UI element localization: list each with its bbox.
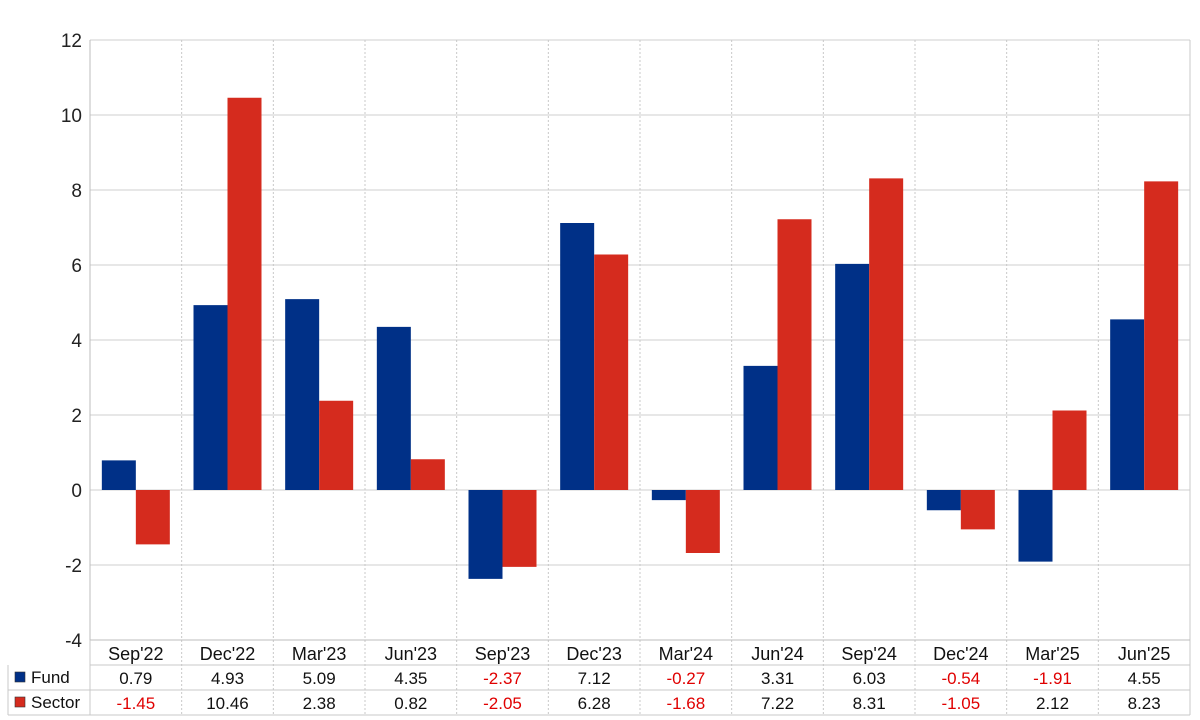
bar-fund [926, 490, 961, 511]
x-category-label: Sep'24 [841, 644, 897, 664]
bar-fund [285, 299, 320, 490]
y-tick-label: 6 [71, 256, 82, 277]
table-cell-fund: 4.35 [394, 669, 427, 688]
y-tick-label: 4 [71, 331, 82, 352]
bar-sector [135, 490, 170, 545]
y-tick-label: 10 [61, 106, 82, 127]
table-cell-fund: 0.79 [119, 669, 152, 688]
x-category-label: Mar'25 [1025, 644, 1079, 664]
x-category-label: Dec'24 [933, 644, 988, 664]
x-category-label: Mar'23 [292, 644, 346, 664]
y-tick-label: -2 [65, 556, 82, 577]
y-tick-label: 0 [71, 481, 82, 502]
table-cell-sector: 2.38 [303, 694, 336, 713]
table-cell-fund: 4.55 [1128, 669, 1161, 688]
y-tick-label: 8 [71, 181, 82, 202]
bars [101, 97, 1179, 579]
table-cell-fund: -2.37 [483, 669, 522, 688]
x-category-label: Sep'22 [108, 644, 164, 664]
x-category-label: Dec'23 [566, 644, 621, 664]
x-category-label: Jun'25 [1118, 644, 1170, 664]
legend-label-fund: Fund [31, 668, 70, 687]
bar-sector [1052, 410, 1087, 490]
legend-swatch-fund [14, 671, 26, 683]
table-cell-sector: -1.45 [116, 694, 155, 713]
table-cell-fund: -0.27 [666, 669, 705, 688]
bar-sector [594, 254, 629, 490]
y-axis-ticks: 12 10 8 6 4 2 0 -2 -4 [61, 31, 83, 652]
table-cell-sector: 0.82 [394, 694, 427, 713]
bar-sector [777, 219, 812, 490]
bar-fund [560, 223, 595, 490]
table-cell-sector: -1.68 [666, 694, 705, 713]
bar-sector [410, 459, 445, 490]
bar-fund [1110, 319, 1145, 490]
table-cell-sector: 8.31 [853, 694, 886, 713]
table-cell-sector: -2.05 [483, 694, 522, 713]
grid-lines [89, 39, 1191, 715]
table-cell-fund: 6.03 [853, 669, 886, 688]
y-tick-label: -4 [65, 631, 82, 652]
bar-sector [960, 490, 995, 530]
bar-fund [1018, 490, 1053, 562]
table-cell-fund: -0.54 [941, 669, 980, 688]
bar-fund [651, 490, 686, 501]
table-cell-sector: 7.22 [761, 694, 794, 713]
legend-label-sector: Sector [31, 693, 80, 712]
bar-fund [468, 490, 503, 579]
bar-fund [101, 460, 136, 490]
y-tick-label: 2 [71, 406, 82, 427]
table-cell-sector: 8.23 [1128, 694, 1161, 713]
x-category-label: Dec'22 [200, 644, 255, 664]
table-cell-sector: 6.28 [578, 694, 611, 713]
table-cell-sector: 10.46 [206, 694, 249, 713]
x-category-label: Sep'23 [475, 644, 531, 664]
x-category-label: Jun'23 [385, 644, 437, 664]
bar-sector [227, 97, 262, 490]
legend-swatch-sector [14, 696, 26, 708]
bar-fund [835, 263, 870, 490]
bar-fund [193, 305, 228, 490]
x-category-label: Mar'24 [659, 644, 713, 664]
table-cell-fund: 4.93 [211, 669, 244, 688]
x-category-label: Jun'24 [751, 644, 803, 664]
bar-sector [502, 490, 537, 567]
table-cell-fund: -1.91 [1033, 669, 1072, 688]
bar-fund [743, 365, 778, 490]
y-tick-label: 12 [61, 31, 82, 52]
bar-sector [1144, 181, 1179, 490]
table-cell-fund: 3.31 [761, 669, 794, 688]
bar-fund [376, 326, 411, 490]
table-cell-sector: 2.12 [1036, 694, 1069, 713]
data-table: Sep'22 Dec'22 Mar'23 Jun'23 Sep'23 Dec'23 Mar'… [7, 639, 1190, 716]
table-cell-sector: -1.05 [941, 694, 980, 713]
bar-sector [869, 178, 904, 490]
table-cell-fund: 7.12 [578, 669, 611, 688]
table-cell-fund: 5.09 [303, 669, 336, 688]
bar-sector [319, 400, 354, 490]
bar-sector [685, 490, 720, 553]
